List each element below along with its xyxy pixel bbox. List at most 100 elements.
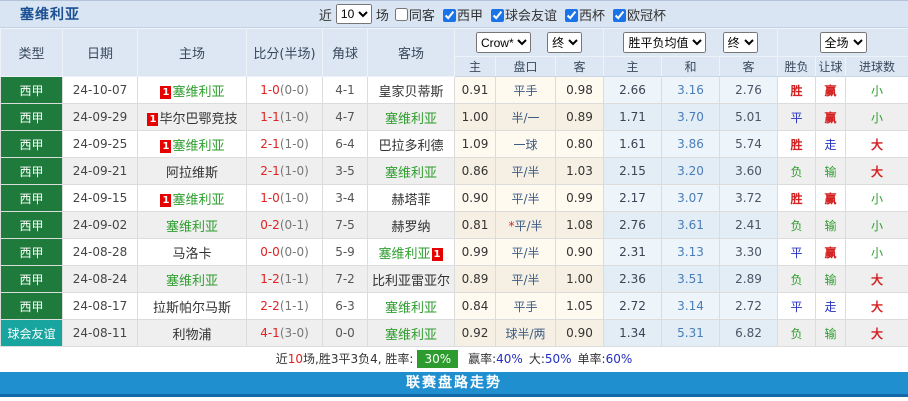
date-cell: 24-08-24 (62, 265, 138, 293)
topbar: 塞维利亚 近 10 场 同客 西甲 球会友谊 西杯 欧冠杯 (0, 0, 908, 28)
handicap-result-cell: 走 (815, 130, 847, 158)
team-name: 比利亚雷亚尔 (371, 273, 450, 289)
sub-avg-away: 客 (719, 56, 779, 77)
half-time-score: (0-0) (279, 245, 309, 259)
team-name: 塞维利亚 (384, 300, 437, 316)
result-cell: 胜 (777, 76, 817, 104)
avg-draw-cell: 3.86 (661, 130, 721, 158)
avg-away-cell: 3.60 (719, 157, 779, 185)
team-name: 塞维利亚 (172, 84, 225, 100)
home-team-cell: 1 塞维利亚 (137, 130, 247, 158)
avg-home-cell: 2.72 (603, 292, 663, 320)
avg-draw-cell: 3.16 (661, 76, 721, 104)
corners-cell: 6-3 (322, 292, 368, 320)
avg-home-cell: 1.71 (603, 103, 663, 131)
avg-group-header: 胜平负均值 终 (603, 28, 779, 57)
near-count-select[interactable]: 10 (335, 4, 372, 24)
corners-cell: 3-4 (322, 184, 368, 212)
asian-away-odds-cell: 1.03 (554, 157, 605, 185)
team-name: 赫罗纳 (391, 219, 431, 235)
home-team-cell: 塞维利亚 (137, 211, 247, 239)
league-cell: 西甲 (0, 265, 63, 293)
full-time-score: 4-1 (260, 326, 280, 340)
summary-detail: 场,胜3平3负4, 胜率: (303, 352, 414, 366)
full-time-score: 2-2 (260, 299, 280, 313)
team-name: 阿拉维斯 (165, 165, 218, 181)
col-away: 客场 (367, 28, 455, 77)
odds-state-select[interactable]: 终 (547, 32, 583, 53)
half-time-score: (1-0) (279, 110, 309, 124)
filter-bar: 近 10 场 同客 西甲 球会友谊 西杯 欧冠杯 (319, 4, 668, 24)
avg-home-cell: 1.34 (603, 319, 663, 347)
goals-cell: 小 (845, 103, 908, 131)
date-cell: 24-09-21 (62, 157, 138, 185)
filter-checkbox-3[interactable] (612, 8, 626, 22)
team-name: 塞维利亚 (172, 138, 225, 154)
filter-label-1: 球会友谊 (504, 8, 557, 24)
team-name: 塞维利亚 (384, 111, 437, 127)
league-handicap-trend-tab: 联赛盘路走势 (0, 372, 908, 397)
asian-line-cell: 平/半 (495, 238, 556, 266)
asian-away-odds-cell: 0.99 (554, 184, 605, 212)
match-row: 西甲 24-09-29 1 毕尔巴鄂竞技 1-1(1-0) 4-7 塞维利亚 1.00 半/一 0… (0, 103, 908, 131)
avg-draw-cell: 3.20 (661, 157, 721, 185)
odds-source-select[interactable]: Crow* (475, 32, 531, 53)
avg-away-cell: 2.72 (719, 292, 779, 320)
big-rate-label: 大: (528, 352, 545, 366)
asian-home-odds-cell: 1.00 (454, 103, 496, 131)
same-away-label: 同客 (408, 8, 435, 24)
score-cell: 2-1(1-0) (246, 157, 323, 185)
odds-group-header: Crow* 终 (453, 28, 605, 57)
league-cell: 球会友谊 (0, 319, 63, 347)
away-team-cell: 赫罗纳 (367, 211, 455, 239)
asian-line-cell: 平手 (495, 292, 556, 320)
avg-state-select[interactable]: 终 (722, 32, 758, 53)
corners-cell: 5-9 (322, 238, 368, 266)
avg-home-cell: 2.76 (603, 211, 663, 239)
home-team-cell: 拉斯帕尔马斯 (137, 292, 247, 320)
score-cell: 0-2(0-1) (246, 211, 323, 239)
scope-select[interactable]: 全场 (819, 32, 867, 53)
corners-cell: 7-5 (322, 211, 368, 239)
away-team-cell: 塞维利亚 1 (367, 238, 455, 266)
filter-checkbox-0[interactable] (442, 8, 456, 22)
red-card-icon: 1 (160, 139, 172, 153)
full-time-score: 1-1 (260, 110, 280, 124)
asian-away-odds-cell: 0.89 (554, 103, 605, 131)
red-card-icon: 1 (160, 193, 172, 207)
result-cell: 负 (777, 211, 817, 239)
filter-checkbox-2[interactable] (564, 8, 578, 22)
avg-away-cell: 2.41 (719, 211, 779, 239)
handicap-result-cell: 输 (815, 211, 847, 239)
result-cell: 平 (777, 103, 817, 131)
avg-home-cell: 2.66 (603, 76, 663, 104)
home-team-cell: 1 塞维利亚 (137, 184, 247, 212)
handicap-result-cell: 走 (815, 292, 847, 320)
sub-avg-draw: 和 (661, 56, 721, 77)
live-odds-star-icon: * (508, 218, 515, 233)
result-cell: 胜 (777, 184, 817, 212)
asian-line-cell: 球半/两 (495, 319, 556, 347)
filter-checkbox-1[interactable] (490, 8, 504, 22)
handicap-result-cell: 输 (815, 265, 847, 293)
filter-label-2: 西杯 (578, 8, 605, 24)
summary-count: 10 (287, 352, 304, 366)
avg-away-cell: 3.30 (719, 238, 779, 266)
goals-cell: 大 (845, 157, 908, 185)
match-row: 西甲 24-08-17 拉斯帕尔马斯 2-2(1-1) 6-3 塞维利亚 0.84 平手 1.0… (0, 292, 908, 320)
avg-home-cell: 2.15 (603, 157, 663, 185)
team-name: 塞维利亚 (384, 327, 437, 343)
corners-cell: 3-5 (322, 157, 368, 185)
goals-cell: 小 (845, 184, 908, 212)
full-time-score: 2-1 (260, 137, 280, 151)
col-type: 类型 (0, 28, 63, 77)
avg-draw-cell: 5.31 (661, 319, 721, 347)
score-cell: 4-1(3-0) (246, 319, 323, 347)
half-time-score: (1-0) (279, 137, 309, 151)
team-name: 利物浦 (172, 327, 212, 343)
same-away-checkbox[interactable] (394, 7, 408, 21)
avg-draw-cell: 3.07 (661, 184, 721, 212)
avg-type-select[interactable]: 胜平负均值 (623, 32, 707, 53)
handicap-result-cell: 赢 (815, 238, 847, 266)
